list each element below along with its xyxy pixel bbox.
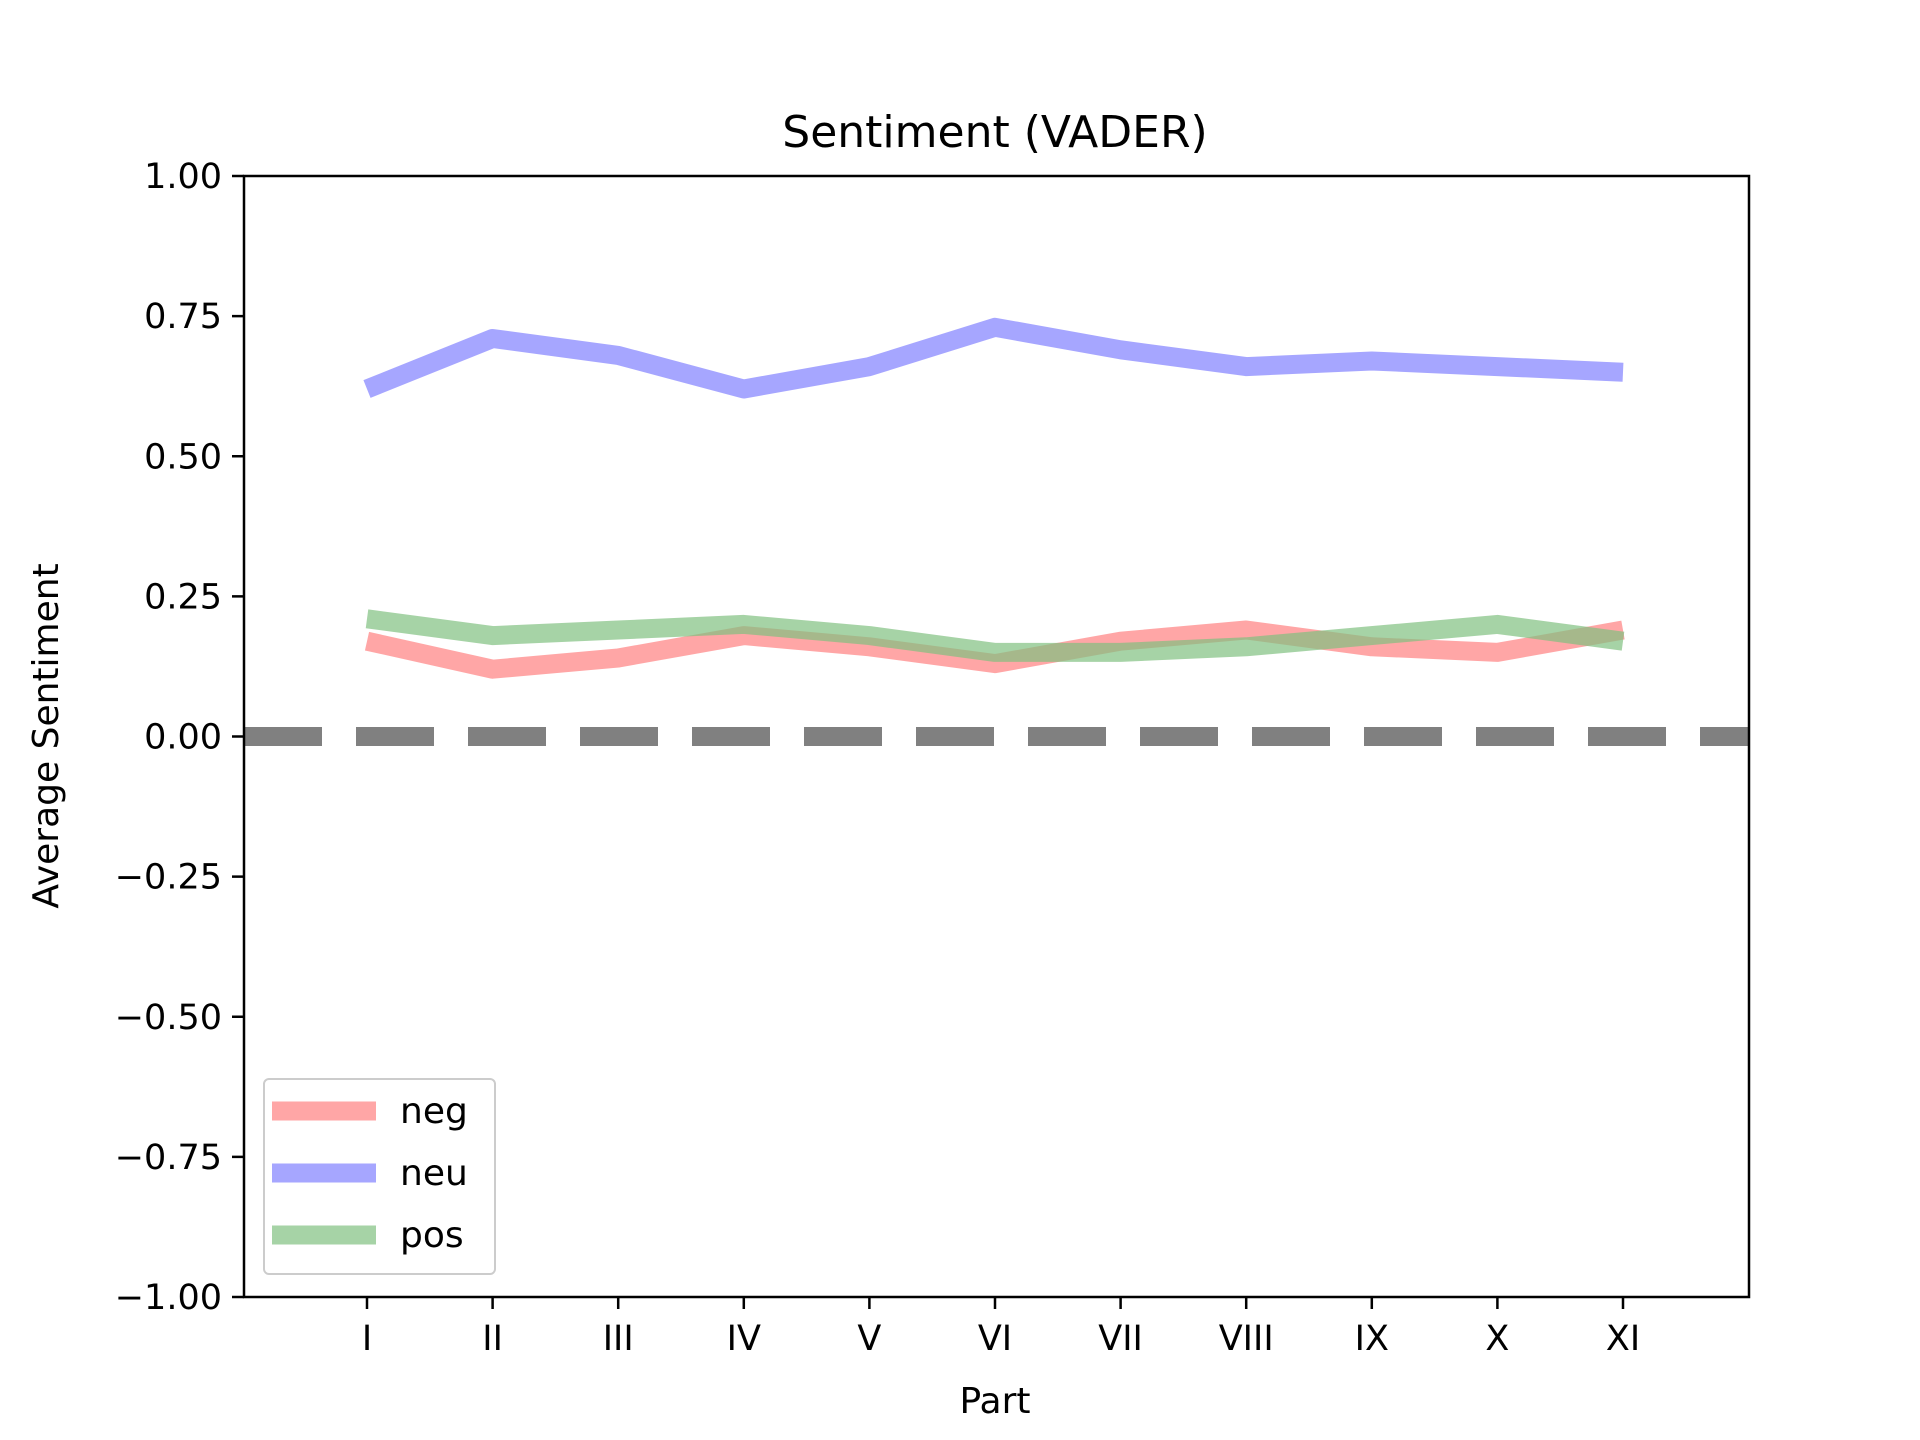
series-layer (363, 317, 1625, 679)
x-axis-label: Part (959, 1381, 1030, 1422)
x-tick-label: I (362, 1319, 372, 1359)
y-tick-label: 0.50 (144, 437, 222, 477)
legend-label-neg: neg (400, 1091, 468, 1132)
x-tick-label: VIII (1219, 1319, 1274, 1359)
series-line-pos (365, 609, 1625, 662)
y-tick-label: 0.75 (144, 297, 222, 337)
y-tick-label: 1.00 (144, 157, 222, 197)
x-tick-label: VII (1098, 1319, 1143, 1359)
x-tick-label: XI (1606, 1319, 1640, 1359)
series-line-neg (364, 620, 1625, 679)
series-line-neu (363, 317, 1624, 399)
y-axis: −1.00 −0.75 −0.50 −0.25 0.00 0.25 0.50 0.75 1.00 (115, 157, 244, 1318)
y-tick-label: 0.00 (144, 718, 222, 758)
x-tick-label: IV (727, 1319, 761, 1359)
legend-label-neu: neu (400, 1153, 468, 1194)
x-tick-label: V (857, 1319, 881, 1359)
x-tick-label: VI (978, 1319, 1012, 1359)
y-tick-label: 0.25 (144, 577, 222, 617)
legend-label-pos: pos (400, 1215, 464, 1256)
y-tick-label: −0.75 (115, 1138, 222, 1178)
y-tick-label: −1.00 (115, 1278, 222, 1318)
y-tick-label: −0.25 (115, 858, 222, 898)
x-tick-label: II (482, 1319, 503, 1359)
chart-title: Sentiment (VADER) (782, 107, 1207, 158)
y-tick-label: −0.50 (115, 998, 222, 1038)
x-tick-label: IX (1355, 1319, 1389, 1359)
legend-box (263, 1078, 496, 1275)
legend: neg neu pos (263, 1078, 496, 1275)
y-axis-label: Average Sentiment (26, 563, 67, 908)
x-tick-label: III (603, 1319, 634, 1359)
x-tick-label: X (1485, 1319, 1509, 1359)
x-axis: I II III IV V VI VII VIII IX X XI (362, 1297, 1640, 1359)
